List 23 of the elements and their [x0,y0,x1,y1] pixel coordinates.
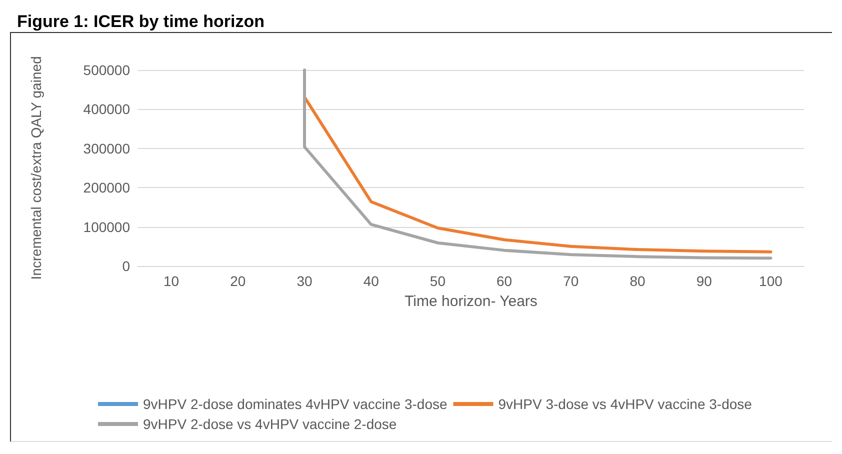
y-tick-label: 0 [122,258,130,274]
x-tick-label: 80 [630,273,646,289]
legend-label: 9vHPV 2-dose dominates 4vHPV vaccine 3-dose [143,396,448,412]
y-tick-label: 200000 [83,180,130,196]
x-tick-label: 70 [563,273,579,289]
x-axis-title: Time horizon- Years [404,293,538,310]
y-tick-label: 300000 [83,140,130,156]
line-series [303,96,772,254]
x-tick-label: 90 [696,273,712,289]
chart-title: Figure 1: ICER by time horizon [17,12,264,31]
y-tick-label: 100000 [83,218,130,235]
legend-label: 9vHPV 3-dose vs 4vHPV vaccine 3-dose [498,396,752,412]
x-tick-label: 60 [496,273,512,289]
x-tick-label: 40 [363,273,380,289]
x-tick-label: 100 [759,273,783,289]
y-axis-title: Incremental cost/extra QALY gained [28,56,44,280]
x-tick-label: 20 [230,273,246,289]
x-tick-label: 50 [430,273,446,289]
x-tick-label: 10 [164,273,180,289]
y-tick-label: 500000 [83,62,130,78]
x-tick-label: 30 [296,273,312,289]
y-tick-label: 400000 [83,101,130,118]
legend-label: 9vHPV 2-dose vs 4vHPV vaccine 2-dose [143,416,397,432]
